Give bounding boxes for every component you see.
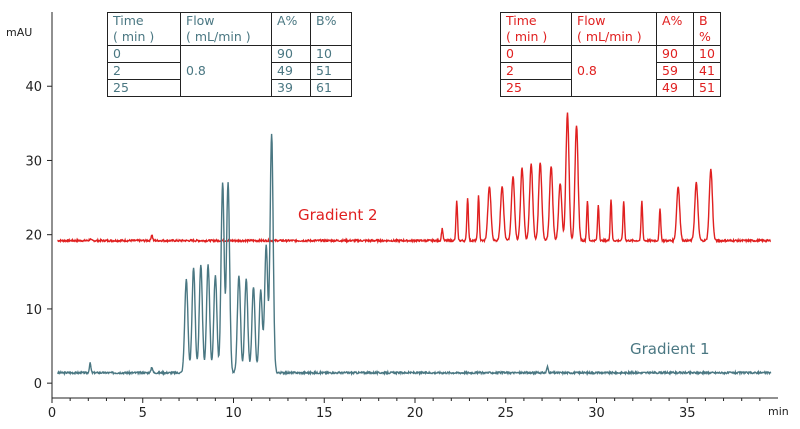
table-cell: 2 bbox=[107, 62, 181, 80]
x-tick-label: 5 bbox=[139, 406, 147, 421]
x-tick-label: 15 bbox=[316, 406, 333, 421]
table-cell: 2 bbox=[500, 62, 572, 80]
table-cell: 10 bbox=[310, 45, 352, 63]
table-header-cell: Flow ( mL/min ) bbox=[180, 12, 272, 46]
table-header-cell: Flow ( mL/min ) bbox=[571, 12, 657, 46]
y-tick-label: 20 bbox=[25, 229, 42, 244]
table-cell: 59 bbox=[656, 62, 694, 80]
table-header-row: Time ( min ) Flow ( mL/min ) A% B % bbox=[500, 12, 721, 46]
table-cell: 51 bbox=[310, 62, 352, 80]
y-axis-label: mAU bbox=[6, 26, 32, 39]
table-row: 25 49 51 bbox=[500, 79, 721, 97]
table-cell: 25 bbox=[107, 79, 181, 97]
gradient-1-trace bbox=[57, 133, 772, 377]
table-cell: 51 bbox=[693, 79, 721, 97]
table-header-row: Time ( min ) Flow ( mL/min ) A% B% bbox=[107, 12, 352, 46]
y-tick-label: 0 bbox=[34, 377, 42, 392]
table-cell: 0.8 bbox=[571, 45, 657, 97]
table-cell: 39 bbox=[271, 79, 311, 97]
gradient-1-label: Gradient 1 bbox=[630, 340, 710, 358]
y-tick-label: 10 bbox=[25, 303, 42, 318]
x-tick-label: 10 bbox=[225, 406, 242, 421]
table-header-cell: Time ( min ) bbox=[107, 12, 181, 46]
table-cell: 0.8 bbox=[180, 45, 272, 97]
table-cell: 61 bbox=[310, 79, 352, 97]
table-header-cell: B % bbox=[693, 12, 721, 46]
x-tick-label: 0 bbox=[48, 406, 56, 421]
table-header-cell: A% bbox=[271, 12, 311, 46]
table-header-cell: A% bbox=[656, 12, 694, 46]
gradient-2-table: Time ( min ) Flow ( mL/min ) A% B % 0 0.… bbox=[500, 12, 721, 97]
x-tick-label: 25 bbox=[497, 406, 514, 421]
table-cell: 90 bbox=[656, 45, 694, 63]
table-cell: 0 bbox=[500, 45, 572, 63]
table-header-cell: Time ( min ) bbox=[500, 12, 572, 46]
x-axis-label: min bbox=[768, 405, 789, 418]
table-cell: 90 bbox=[271, 45, 311, 63]
y-tick-label: 40 bbox=[25, 80, 42, 95]
table-row: 25 39 61 bbox=[107, 79, 352, 97]
table-header-cell: B% bbox=[310, 12, 352, 46]
table-cell: 25 bbox=[500, 79, 572, 97]
x-tick-label: 20 bbox=[407, 406, 424, 421]
gradient-2-label: Gradient 2 bbox=[298, 206, 378, 224]
gradient-1-table: Time ( min ) Flow ( mL/min ) A% B% 0 0.8… bbox=[107, 12, 352, 97]
table-row: 0 0.8 90 10 bbox=[500, 45, 721, 97]
table-row: 2 59 41 bbox=[500, 62, 721, 80]
y-tick-label: 30 bbox=[25, 154, 42, 169]
table-cell: 41 bbox=[693, 62, 721, 80]
table-cell: 49 bbox=[271, 62, 311, 80]
gradient-2-trace bbox=[57, 112, 772, 245]
table-cell: 49 bbox=[656, 79, 694, 97]
table-cell: 0 bbox=[107, 45, 181, 63]
x-tick-label: 30 bbox=[588, 406, 605, 421]
table-cell: 10 bbox=[693, 45, 721, 63]
x-tick-label: 35 bbox=[679, 406, 696, 421]
table-row: 2 49 51 bbox=[107, 62, 352, 80]
table-row: 0 0.8 90 10 bbox=[107, 45, 352, 97]
